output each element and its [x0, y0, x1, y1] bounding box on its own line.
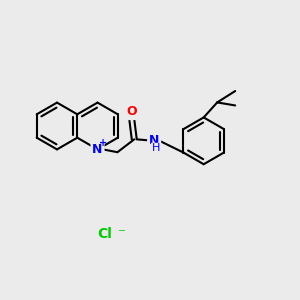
- Text: +: +: [99, 138, 107, 148]
- Text: ⁻: ⁻: [118, 226, 125, 242]
- Text: O: O: [127, 105, 137, 118]
- Text: N: N: [92, 143, 103, 156]
- Text: H: H: [152, 143, 160, 153]
- Text: N: N: [149, 134, 159, 147]
- Text: Cl: Cl: [98, 227, 112, 241]
